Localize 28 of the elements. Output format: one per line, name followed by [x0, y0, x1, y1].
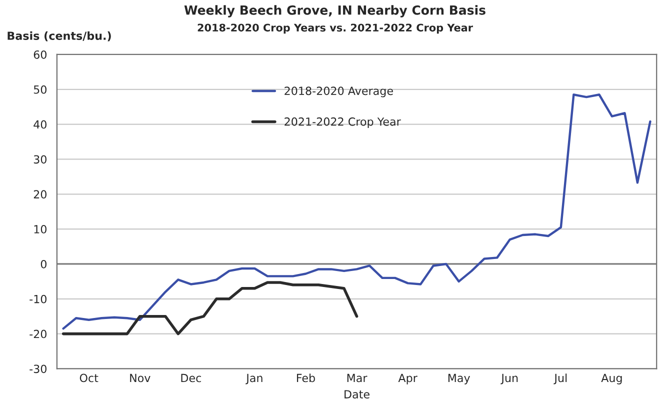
legend-label: 2018-2020 Average — [284, 86, 393, 98]
x-tick-label: Jun — [500, 374, 518, 384]
y-tick-label: 40 — [34, 120, 46, 129]
x-tick-label: Aug — [601, 374, 622, 384]
chart-title: Weekly Beech Grove, IN Nearby Corn Basis — [184, 5, 486, 18]
x-tick-label: Jan — [246, 374, 262, 384]
y-axis-title: Basis (cents/bu.) — [8, 31, 111, 42]
x-tick-label: Nov — [130, 374, 150, 382]
y-tick-label: 20 — [34, 190, 46, 199]
y-tick-label: -20 — [30, 330, 46, 338]
y-tick-label: -10 — [30, 294, 46, 304]
x-tick-label: Dec — [181, 374, 201, 382]
x-tick-label: May — [448, 374, 470, 384]
y-tick-label: 30 — [34, 155, 46, 164]
x-tick-label: Oct — [80, 374, 98, 382]
x-tick-label: Feb — [296, 374, 315, 382]
chart-subtitle: 2018-2020 Crop Years vs. 2021-2022 Crop Year — [198, 24, 473, 34]
y-tick-label: 50 — [34, 85, 46, 94]
x-tick-label: Jul — [554, 374, 567, 384]
x-tick-label: Mar — [347, 374, 368, 382]
x-tick-label: Apr — [398, 374, 418, 384]
y-tick-label: -30 — [30, 364, 46, 374]
x-axis-title: Date — [344, 390, 370, 398]
legend-label: 2021-2022 Crop Year — [284, 117, 401, 128]
y-tick-label: 60 — [34, 50, 46, 59]
y-tick-label: 10 — [34, 225, 46, 234]
line-series — [62, 281, 358, 336]
y-tick-label: 0 — [40, 260, 46, 268]
